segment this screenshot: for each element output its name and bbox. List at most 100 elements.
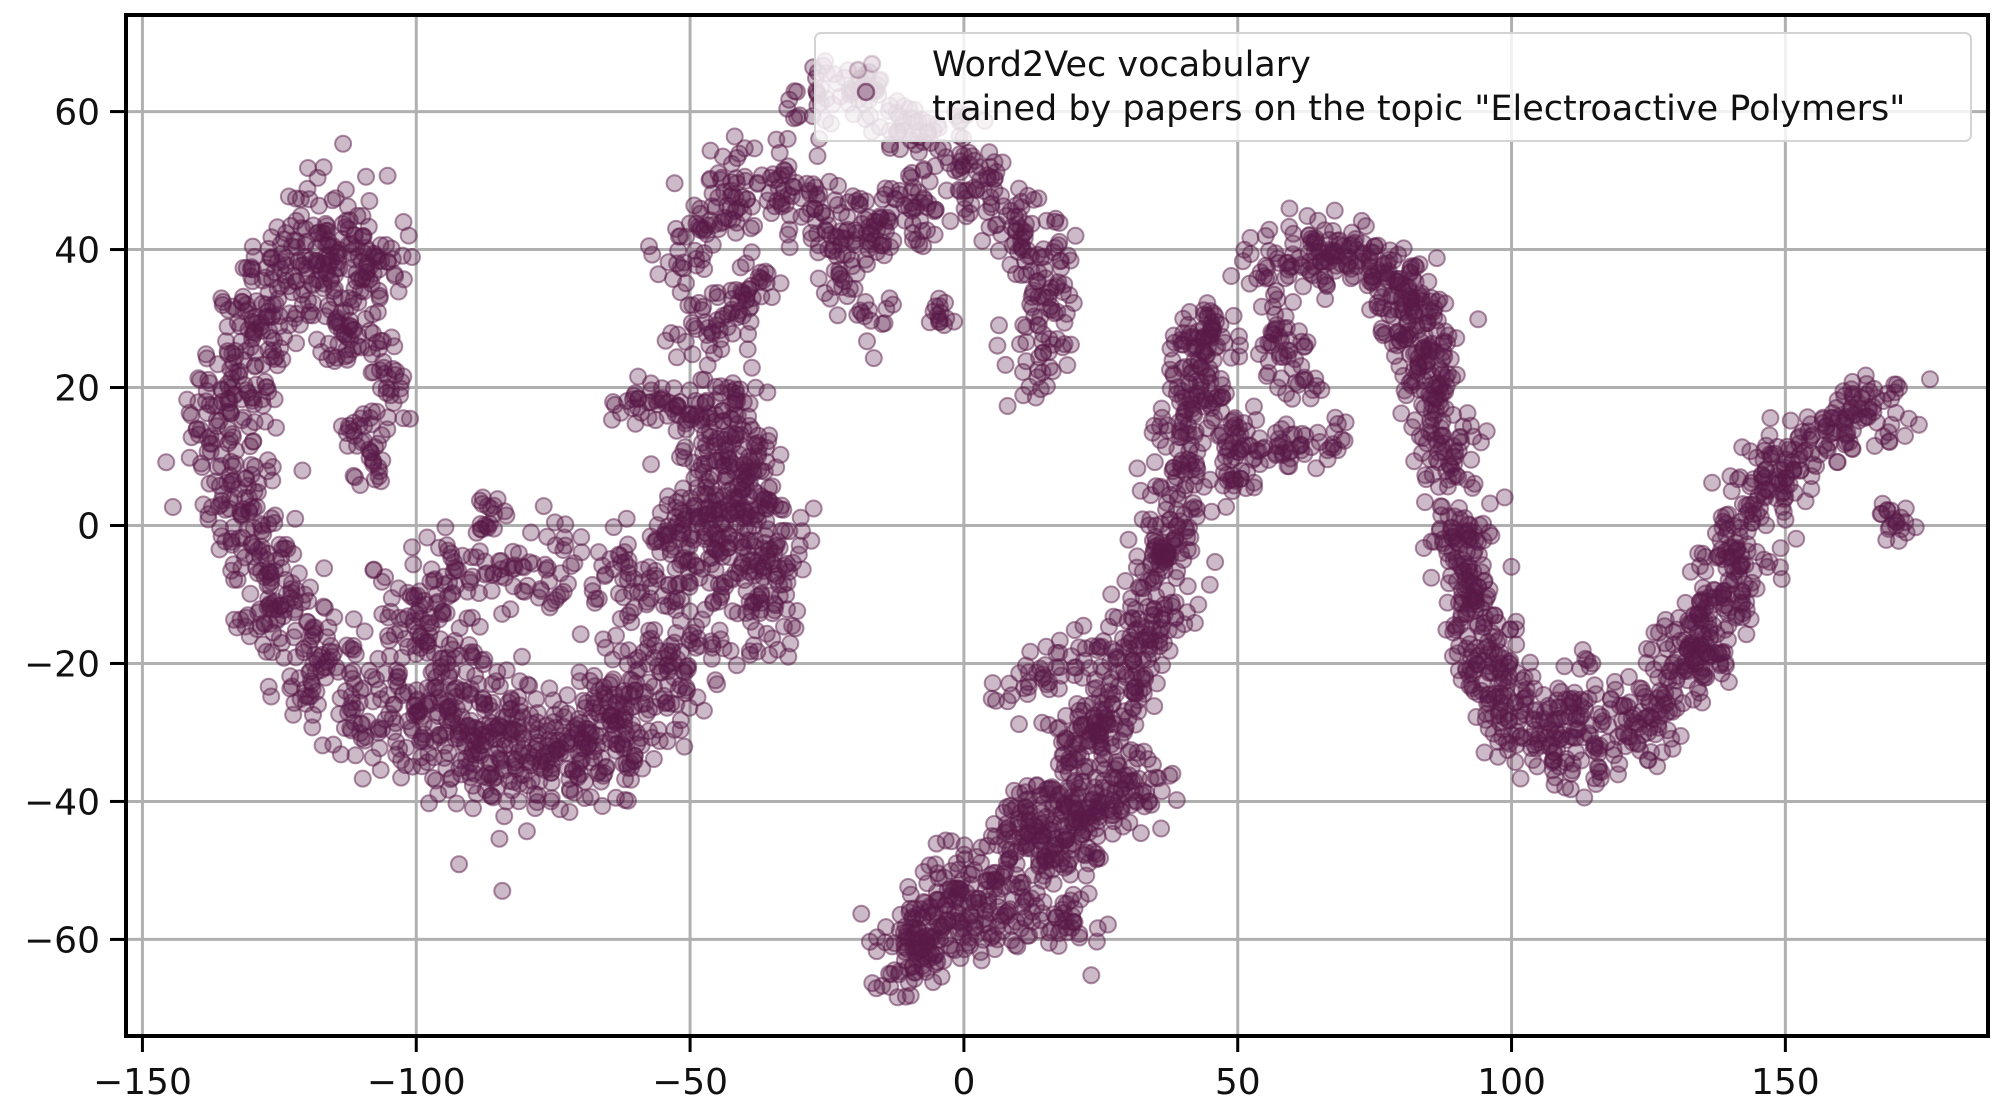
scatter-point	[259, 544, 278, 563]
scatter-point	[804, 499, 823, 518]
scatter-point	[256, 372, 274, 391]
scatter-point	[1055, 275, 1074, 294]
scatter-point	[482, 581, 501, 600]
scatter-point	[344, 321, 363, 340]
scatter-point	[1145, 697, 1164, 716]
scatter-point	[898, 940, 917, 959]
scatter-point	[1325, 201, 1344, 220]
scatter-point	[706, 539, 725, 558]
scatter-point	[611, 403, 630, 422]
scatter-point	[1064, 885, 1083, 904]
scatter-point	[370, 739, 389, 758]
scatter-point	[1572, 751, 1591, 770]
scatter-point	[771, 274, 790, 293]
scatter-point	[1639, 751, 1658, 770]
scatter-point	[1280, 457, 1299, 476]
scatter-point	[1389, 245, 1408, 264]
scatter-point	[873, 315, 892, 333]
scatter-point	[1178, 577, 1197, 596]
scatter-point	[746, 378, 765, 397]
scatter-point	[1024, 190, 1043, 209]
scatter-point	[1051, 784, 1070, 803]
scatter-point	[763, 477, 782, 496]
scatter-point	[763, 604, 782, 623]
scatter-point	[679, 561, 698, 580]
scatter-point	[1152, 819, 1171, 838]
scatter-point	[476, 516, 495, 534]
scatter-point	[1784, 460, 1803, 479]
scatter-point	[1124, 683, 1143, 702]
scatter-point	[636, 683, 655, 701]
scatter-point	[941, 862, 960, 881]
scatter-point	[651, 642, 670, 661]
scatter-point	[1372, 323, 1391, 342]
scatter-point	[1676, 593, 1695, 612]
scatter-point	[1068, 719, 1087, 738]
scatter-point	[318, 350, 337, 369]
scatter-point	[1427, 249, 1446, 268]
scatter-point	[243, 308, 262, 327]
scatter-point	[251, 515, 270, 533]
scatter-point	[757, 624, 776, 643]
scatter-point	[245, 395, 263, 414]
scatter-point	[242, 456, 261, 474]
scatter-point	[1033, 286, 1052, 305]
scatter-point	[439, 780, 458, 799]
scatter-point	[1449, 661, 1468, 680]
scatter-point	[740, 473, 759, 492]
scatter-point	[426, 771, 445, 790]
scatter-point	[262, 687, 281, 706]
scatter-point	[828, 306, 847, 325]
scatter-point	[590, 681, 609, 700]
scatter-point	[1308, 423, 1327, 442]
scatter-point	[597, 757, 616, 776]
scatter-point	[1055, 335, 1074, 354]
scatter-point	[1323, 222, 1342, 240]
scatter-point	[1341, 269, 1360, 288]
scatter-point	[464, 799, 482, 818]
scatter-point	[1796, 492, 1815, 511]
scatter-point	[793, 560, 812, 579]
scatter-point	[450, 855, 468, 874]
scatter-point	[1689, 544, 1708, 563]
scatter-point	[726, 188, 745, 207]
scatter-point	[1015, 224, 1034, 242]
scatter-point	[1090, 687, 1109, 706]
scatter-point	[239, 489, 258, 507]
scatter-point	[1244, 450, 1262, 469]
scatter-point	[332, 417, 351, 436]
scatter-point	[257, 259, 276, 277]
scatter-point	[1175, 615, 1194, 634]
scatter-point	[1166, 593, 1185, 612]
scatter-point	[357, 167, 375, 186]
scatter-point	[727, 516, 746, 535]
scatter-point	[701, 211, 720, 230]
scatter-point	[1202, 328, 1221, 347]
scatter-point	[1777, 477, 1796, 495]
scatter-point	[973, 231, 992, 250]
scatter-point	[1090, 638, 1109, 657]
scatter-point	[1773, 497, 1792, 516]
scatter-point	[551, 744, 570, 763]
scatter-point	[1348, 251, 1367, 270]
scatter-point	[355, 622, 374, 641]
scatter-point	[780, 220, 799, 239]
scatter-point	[394, 409, 413, 428]
scatter-point	[1464, 544, 1483, 563]
scatter-point	[1280, 199, 1299, 218]
scatter-point	[950, 145, 969, 164]
scatter-point	[617, 509, 636, 528]
scatter-point	[696, 313, 715, 332]
scatter-point	[500, 771, 518, 790]
scatter-point	[447, 794, 466, 813]
scatter-point	[351, 476, 370, 494]
scatter-point	[1187, 454, 1205, 473]
scatter-point	[538, 722, 557, 741]
scatter-point	[1247, 411, 1266, 429]
scatter-point	[407, 681, 426, 700]
scatter-point	[241, 584, 260, 603]
scatter-point	[1455, 509, 1474, 528]
scatter-point	[1284, 234, 1303, 253]
scatter-point	[1049, 679, 1068, 698]
scatter-point	[1645, 623, 1664, 642]
